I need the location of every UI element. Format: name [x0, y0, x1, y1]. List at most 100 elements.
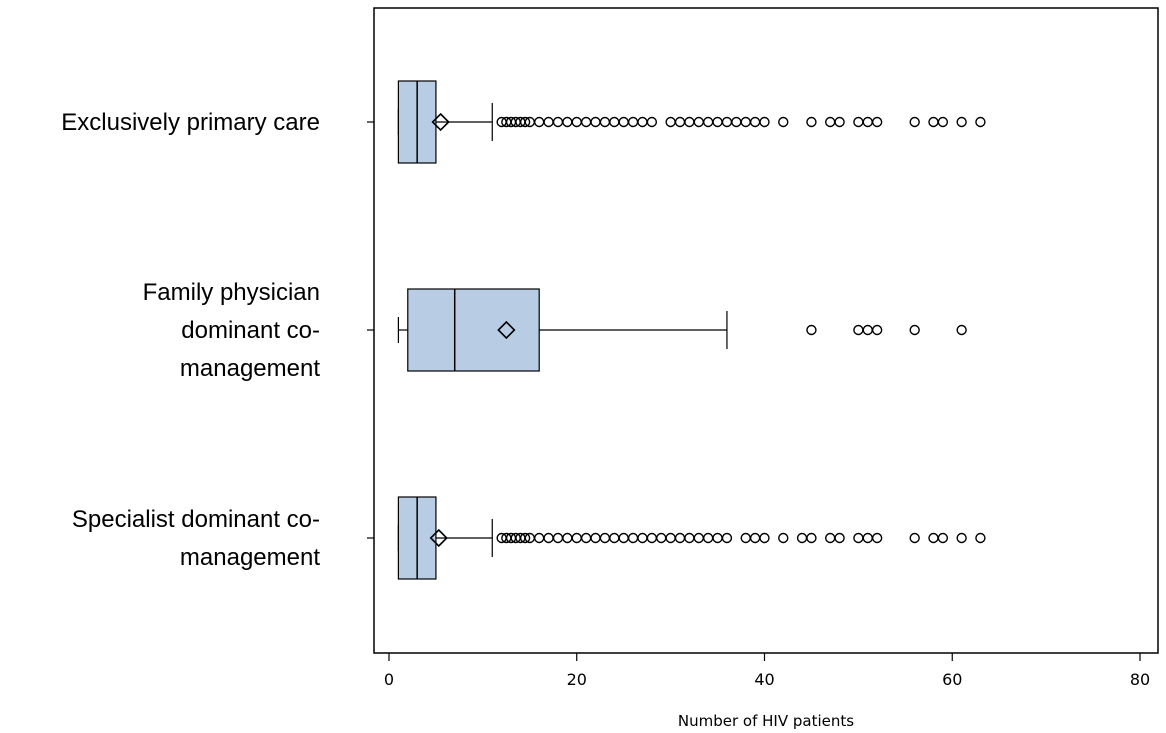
- outlier-point: [937, 116, 949, 128]
- outlier-point: [702, 116, 714, 128]
- outlier-point: [712, 116, 723, 128]
- outlier-point: [552, 532, 564, 544]
- outlier-point: [975, 532, 986, 544]
- category-label-line: Specialist dominant co-: [72, 506, 320, 533]
- category-label-line: Exclusively primary care: [61, 109, 320, 136]
- outlier-point: [590, 532, 601, 544]
- outlier-point: [637, 532, 648, 544]
- category-labels: Exclusively primary care Family physician…: [61, 109, 320, 571]
- outlier-point: [552, 116, 564, 128]
- box-group: [397, 288, 967, 372]
- outlier-point: [721, 116, 733, 128]
- outlier-point: [956, 324, 967, 336]
- box-group: [397, 80, 986, 164]
- outlier-point: [571, 116, 582, 128]
- outlier-point: [759, 532, 770, 544]
- x-axis-label: Number of HIV patients: [678, 712, 854, 730]
- outlier-point: [740, 532, 751, 544]
- outlier-point: [534, 532, 545, 544]
- outlier-point: [618, 532, 629, 544]
- outlier-point: [853, 116, 864, 128]
- outlier-point: [693, 116, 704, 128]
- outlier-point: [853, 324, 864, 336]
- outlier-point: [928, 532, 939, 544]
- outlier-point: [749, 116, 761, 128]
- outlier-point: [721, 532, 733, 544]
- outlier-point: [862, 324, 873, 336]
- outlier-point: [806, 116, 817, 128]
- x-tick-label: 60: [942, 670, 962, 689]
- outlier-point: [580, 532, 592, 544]
- outlier-point: [646, 532, 658, 544]
- outlier-point: [665, 116, 676, 128]
- category-label-line: dominant co-: [181, 317, 320, 344]
- outlier-point: [956, 532, 967, 544]
- outlier-point: [740, 116, 751, 128]
- outlier-point: [928, 116, 939, 128]
- outlier-point: [834, 116, 845, 128]
- outlier-point: [534, 116, 545, 128]
- outlier-point: [871, 324, 883, 336]
- iqr-box: [407, 288, 540, 372]
- mean-marker: [497, 320, 516, 340]
- outlier-point: [975, 116, 986, 128]
- outlier-point: [519, 532, 531, 544]
- outlier-point: [684, 116, 695, 128]
- outlier-point: [759, 116, 770, 128]
- outlier-point: [543, 532, 554, 544]
- x-tick-label: 20: [567, 670, 587, 689]
- outlier-point: [825, 116, 836, 128]
- outlier-point: [674, 532, 686, 544]
- outlier-point: [871, 116, 883, 128]
- outlier-point: [937, 532, 949, 544]
- category-label: Exclusively primary care: [61, 109, 320, 136]
- mean-marker: [431, 112, 450, 132]
- outlier-point: [656, 532, 667, 544]
- outlier-point: [684, 532, 695, 544]
- outlier-point: [862, 532, 873, 544]
- outlier-point: [674, 116, 686, 128]
- outlier-point: [712, 532, 723, 544]
- outlier-point: [646, 116, 658, 128]
- outlier-point: [871, 532, 883, 544]
- outlier-point: [956, 116, 967, 128]
- outlier-point: [834, 532, 845, 544]
- outlier-point: [778, 116, 789, 128]
- y-axis-ticks: [367, 121, 374, 539]
- outlier-point: [562, 116, 573, 128]
- outlier-point: [519, 116, 531, 128]
- outlier-point: [853, 532, 864, 544]
- category-label: Family physician dominant co-management: [143, 279, 321, 382]
- category-label-line: management: [180, 544, 320, 571]
- category-label-line: management: [180, 355, 320, 382]
- outlier-point: [796, 532, 808, 544]
- outlier-point: [909, 324, 920, 336]
- outlier-point: [609, 532, 620, 544]
- outlier-point: [571, 532, 582, 544]
- outlier-point: [806, 532, 817, 544]
- outlier-point: [731, 116, 742, 128]
- boxes: [397, 80, 986, 580]
- category-label-line: Family physician: [143, 279, 320, 306]
- outlier-point: [693, 532, 704, 544]
- outlier-point: [627, 532, 639, 544]
- outlier-point: [590, 116, 601, 128]
- outlier-point: [599, 116, 611, 128]
- outlier-point: [543, 116, 554, 128]
- outlier-point: [825, 532, 836, 544]
- outlier-point: [627, 116, 639, 128]
- outlier-point: [665, 532, 676, 544]
- outlier-point: [599, 532, 611, 544]
- outlier-point: [909, 532, 920, 544]
- x-tick-label: 40: [754, 670, 774, 689]
- outlier-point: [702, 532, 714, 544]
- outlier-point: [749, 532, 761, 544]
- outlier-point: [562, 532, 573, 544]
- x-axis: 0 20 40 60 80: [384, 653, 1150, 689]
- box-group: [397, 496, 986, 580]
- outlier-point: [778, 532, 789, 544]
- outlier-point: [609, 116, 620, 128]
- mean-marker: [429, 528, 448, 548]
- x-tick-label: 80: [1130, 670, 1150, 689]
